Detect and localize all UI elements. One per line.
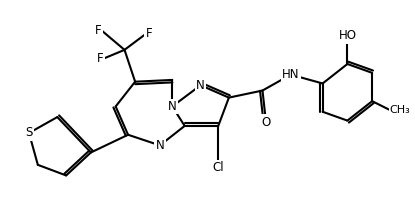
Text: F: F (146, 28, 152, 40)
Text: N: N (156, 139, 164, 152)
Text: N: N (168, 100, 177, 113)
Text: S: S (25, 126, 33, 139)
Text: F: F (97, 52, 103, 65)
Text: HO: HO (338, 29, 356, 42)
Text: HN: HN (282, 68, 300, 81)
Text: O: O (261, 116, 271, 129)
Text: N: N (196, 79, 205, 92)
Text: Cl: Cl (212, 161, 224, 174)
Text: CH₃: CH₃ (390, 105, 410, 115)
Text: F: F (95, 24, 102, 37)
